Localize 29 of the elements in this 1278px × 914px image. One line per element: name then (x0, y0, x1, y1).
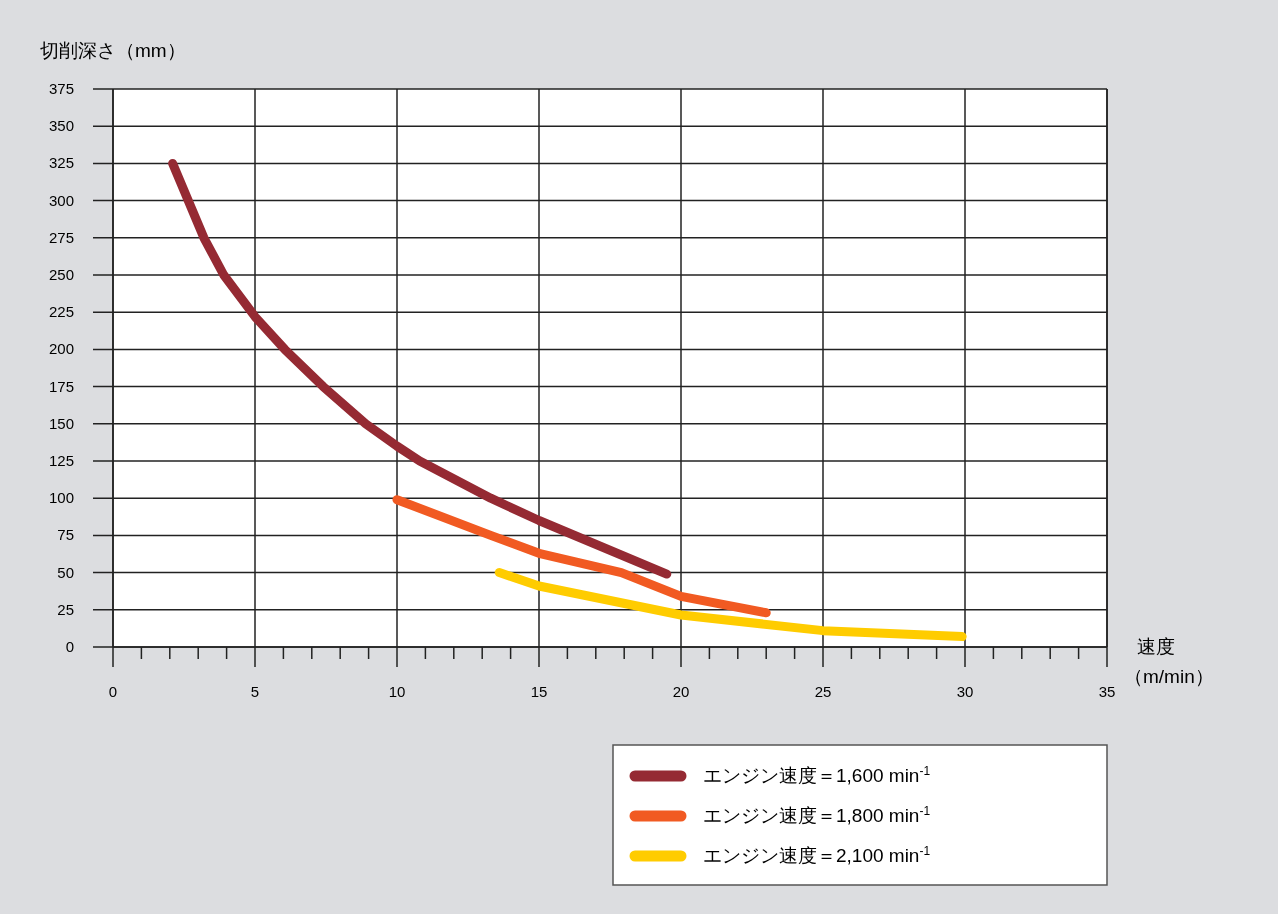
y-tick-label: 150 (48, 414, 74, 432)
y-tick-label: 100 (48, 489, 74, 507)
x-tick-label: 30 (956, 683, 974, 700)
legend-label: エンジン速度＝2,100 min$^{-1}$ (703, 843, 931, 868)
y-tick-label: 225 (48, 303, 74, 321)
y-tick-label: 175 (48, 377, 74, 395)
x-tick-label: 10 (388, 683, 406, 700)
x-tick-label: 5 (250, 683, 260, 700)
legend-label: エンジン速度＝1,800 min$^{-1}$ (703, 803, 931, 828)
y-tick-label: 325 (48, 154, 74, 172)
y-axis-title: 切削深さ（mm） (40, 40, 186, 61)
y-tick-label: 375 (48, 80, 74, 97)
legend-label: エンジン速度＝1,600 min$^{-1}$ (703, 763, 931, 788)
y-tick-label: 25 (57, 600, 74, 618)
y-tick-label: 250 (48, 266, 74, 283)
y-tick-label: 50 (57, 563, 74, 581)
x-tick-label: 0 (108, 683, 118, 700)
y-tick-label: 300 (48, 191, 74, 209)
x-tick-label: 35 (1098, 683, 1116, 700)
y-tick-label: 200 (48, 340, 74, 358)
x-tick-label: 25 (814, 683, 832, 700)
x-axis-title: 速度（m/min） (1124, 636, 1214, 687)
x-tick-label: 15 (530, 683, 548, 700)
y-tick-label: 275 (48, 228, 74, 246)
y-tick-label: 350 (48, 117, 74, 135)
y-tick-label: 0 (65, 638, 74, 655)
x-tick-label: 20 (672, 683, 690, 700)
y-tick-label: 75 (57, 526, 74, 544)
y-tick-label: 125 (48, 452, 74, 469)
